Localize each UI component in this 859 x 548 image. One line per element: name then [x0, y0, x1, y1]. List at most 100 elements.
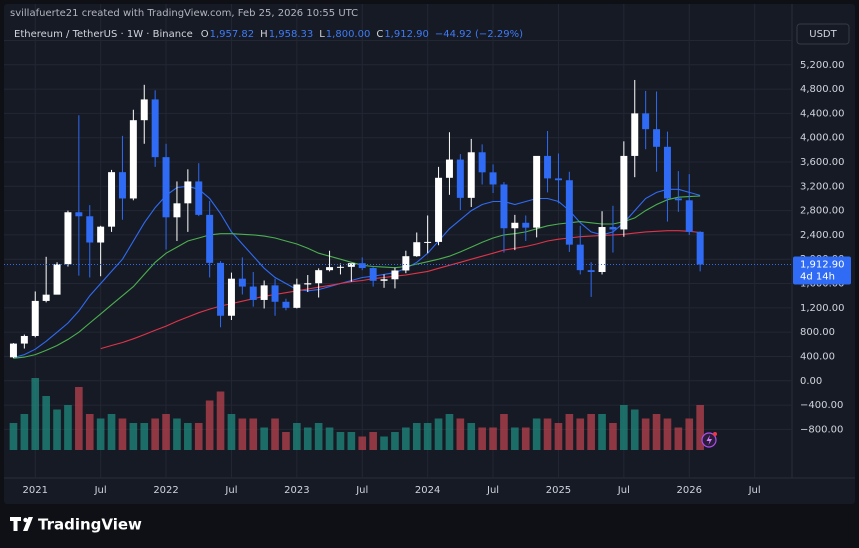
candle-body — [140, 99, 148, 121]
candle-body — [369, 268, 377, 281]
volume-bar — [412, 423, 421, 450]
volume-bar — [107, 414, 116, 450]
brand: TradingView — [10, 516, 142, 534]
candle-body — [500, 184, 508, 229]
candle-body — [326, 267, 334, 271]
candle-body — [271, 285, 279, 302]
volume-bar — [685, 418, 694, 450]
volume-bar — [380, 436, 388, 450]
x-tick-label: 2021 — [23, 485, 48, 496]
candle-body — [347, 263, 355, 267]
volume-bar — [630, 409, 639, 450]
volume-bar — [598, 414, 606, 450]
alert-dot[interactable] — [713, 432, 717, 436]
candle-body — [478, 152, 486, 173]
volume-bar — [620, 405, 628, 450]
candle-body — [576, 244, 584, 271]
y-tick-label: 5,200.00 — [800, 60, 845, 71]
volume-bar — [194, 423, 203, 450]
countdown: 4d 14h — [800, 272, 835, 283]
x-tick-label: 2025 — [546, 485, 571, 496]
candle-body — [293, 284, 301, 308]
y-tick-label: 4,000.00 — [800, 133, 845, 144]
y-tick-label: 2,400.00 — [800, 230, 845, 241]
volume-bar — [64, 405, 72, 450]
volume-bar — [554, 423, 563, 450]
last-price-badge — [793, 256, 851, 285]
candle-body — [380, 279, 388, 281]
candle-body — [642, 113, 650, 130]
volume-bar — [565, 414, 574, 450]
alert-bolt[interactable] — [706, 435, 713, 445]
volume-bar — [205, 400, 214, 450]
currency[interactable]: USDT — [809, 29, 837, 40]
x-tick-label: 2026 — [677, 485, 702, 496]
y-tick-label: −800.00 — [800, 424, 843, 435]
volume-bar — [216, 391, 225, 450]
volume-bar — [543, 418, 552, 450]
candle-body — [674, 198, 682, 201]
candle-body — [522, 222, 530, 228]
candle-body — [53, 264, 61, 295]
volume-bar — [9, 423, 18, 450]
volume-bar — [96, 418, 105, 450]
volume-bar — [85, 414, 94, 450]
candle-body — [358, 263, 366, 269]
x-tick-label: Jul — [94, 485, 107, 496]
alert-icon[interactable] — [701, 432, 717, 448]
moving-average-line — [13, 185, 701, 359]
symbol: Ethereum / TetherUS · 1W · Binance — [14, 29, 193, 40]
candle-body — [402, 256, 410, 271]
candle-body — [445, 159, 453, 178]
candle-body — [217, 262, 225, 316]
candle-body — [118, 172, 126, 199]
candle-body — [195, 181, 203, 215]
x-tick-label: Jul — [224, 485, 237, 496]
candle-body — [653, 129, 661, 147]
volume-bar — [521, 427, 530, 450]
volume-bar — [53, 409, 61, 450]
ohlc-key: L — [319, 29, 325, 40]
candle-body — [227, 278, 235, 316]
volume-bar — [674, 427, 683, 450]
ohlc-value: 1,800.00 — [326, 29, 371, 40]
x-tick-label: 2023 — [284, 485, 309, 496]
candle-body — [609, 227, 617, 230]
volume-bar — [663, 418, 672, 450]
candle-body — [391, 270, 399, 280]
volume-bar — [325, 427, 334, 450]
candle-body — [435, 177, 443, 242]
volume-bar — [282, 432, 290, 450]
volume-bar — [511, 427, 519, 450]
volume-bar — [532, 418, 541, 450]
volume-bar — [652, 414, 661, 450]
last-price-label: 1,912.90 — [800, 260, 845, 271]
header-line: Ethereum / TetherUS · 1W · Binance O 1,95… — [14, 29, 523, 40]
candle-body — [413, 242, 421, 257]
y-tick-label: 1,200.00 — [800, 303, 845, 314]
candle-body — [456, 159, 464, 198]
ohlc-value: 1,958.33 — [269, 29, 314, 40]
x-tick-label: Jul — [355, 485, 368, 496]
candle-body — [9, 343, 17, 358]
y-tick-label: 0.00 — [800, 376, 822, 387]
volume-bar — [162, 414, 170, 450]
candle-body — [544, 155, 552, 179]
volume-bar — [434, 418, 443, 450]
volume-bar — [20, 414, 29, 450]
candle-body — [489, 172, 497, 185]
candle-body — [598, 227, 606, 272]
y-tick-label: 800.00 — [800, 327, 835, 338]
candle-body — [249, 286, 257, 300]
currency-box[interactable] — [796, 23, 850, 45]
volume-bar — [478, 427, 486, 450]
candle-body — [620, 155, 628, 230]
volume-bar — [358, 436, 367, 450]
volume-bar — [118, 418, 127, 450]
candle-body — [631, 113, 639, 156]
volume-bar — [500, 414, 508, 450]
volume-bar — [467, 423, 476, 450]
candle-body — [315, 270, 323, 284]
attribution: svillafuerte21 created with TradingView.… — [10, 8, 358, 19]
